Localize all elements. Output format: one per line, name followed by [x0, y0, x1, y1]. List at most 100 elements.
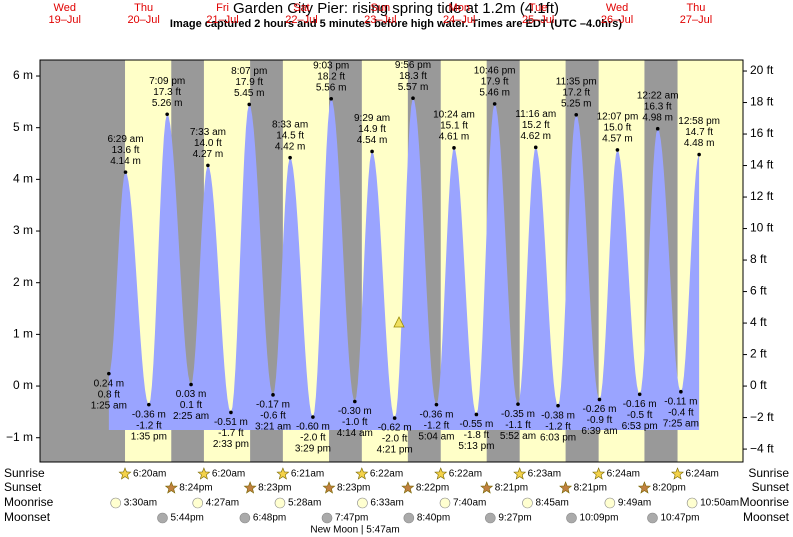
tide-ft: 15.0 ft [604, 123, 632, 134]
tide-ft: 15.2 ft [522, 120, 550, 131]
tide-m: -0.26 m [583, 404, 617, 415]
tide-m: -0.17 m [256, 399, 290, 410]
plot-frame [39, 59, 744, 463]
sunrise-time: 6:21am [291, 469, 324, 480]
sunrise-time: 6:24am [686, 469, 719, 480]
sunrise-time: 6:22am [449, 469, 482, 480]
sunrise-icon [671, 467, 684, 480]
tide-time: 2:33 pm [213, 439, 249, 450]
tide-ft: 17.2 ft [562, 87, 590, 98]
tide-time: 5:52 am [500, 431, 536, 442]
tide-m: 5.57 m [398, 82, 429, 93]
day-name: Mon [449, 2, 470, 14]
y-tick-label: 4 m [13, 172, 33, 186]
moonset-time: 10:47pm [661, 513, 700, 524]
tide-point [288, 155, 292, 160]
tide-m: -0.62 m [378, 423, 412, 434]
moonrise-time: 4:27am [206, 498, 239, 509]
tide-ft: -1.8 ft [464, 430, 490, 441]
tide-point [615, 148, 620, 152]
y2-tick-label: −2 ft [750, 410, 774, 424]
tide-ft: 17.9 ft [235, 77, 263, 88]
tide-time: 1:25 am [91, 400, 127, 411]
tide-m: 4.27 m [193, 149, 224, 160]
y2-tick-label: 12 ft [750, 189, 774, 203]
tide-point [370, 149, 374, 154]
day-name: Wed [54, 2, 76, 14]
tide-point [247, 102, 252, 107]
moonrise-time: 10:50am [700, 498, 739, 509]
tide-point [329, 96, 334, 101]
tide-time: 11:16 am [515, 109, 556, 120]
sunset-icon [480, 481, 494, 494]
row-label: Moonrise [4, 495, 54, 509]
tide-ft: 14.0 ft [194, 138, 222, 149]
sunrise-icon [355, 467, 369, 480]
tide-ft: 17.3 ft [153, 87, 181, 98]
sunrise-time: 6:20am [212, 469, 245, 480]
tide-point [411, 96, 415, 101]
y-tick-label: 2 m [13, 275, 33, 289]
tide-ft: -1.0 ft [342, 417, 368, 428]
tide-point [597, 397, 602, 402]
tide-time: 9:56 pm [395, 60, 431, 71]
tide-m: 5.56 m [316, 82, 347, 93]
day-name: Thu [134, 2, 153, 14]
tide-point [492, 102, 497, 106]
tide-point [165, 112, 169, 117]
tide-time: 8:07 pm [231, 66, 267, 77]
tide-m: 0.03 m [176, 389, 207, 400]
tide-time: 8:33 am [272, 119, 308, 130]
tide-time: 6:29 am [107, 134, 143, 145]
row-label: Sunrise [748, 466, 789, 480]
moonset-icon [321, 512, 333, 524]
tide-point [679, 389, 683, 394]
sunrise-time: 6:22am [370, 469, 403, 480]
moonrise-icon [274, 497, 286, 509]
tide-time: 12:07 pm [597, 112, 639, 123]
y-tick-label: −1 m [6, 430, 33, 444]
sunrise-icon [276, 467, 290, 480]
sunset-icon [637, 481, 651, 494]
tide-point [229, 410, 233, 415]
sunrise-time: 6:24am [607, 469, 640, 480]
tide-ft: 0.1 ft [180, 400, 202, 411]
tide-ft: -0.4 ft [668, 407, 694, 418]
tide-m: -0.35 m [501, 409, 535, 420]
tide-m: -0.30 m [338, 406, 372, 417]
tide-point [655, 126, 660, 131]
moonrise-time: 3:30am [124, 498, 157, 509]
tide-time: 9:29 am [354, 113, 390, 124]
moonset-icon [647, 512, 658, 524]
tide-ft: -1.1 ft [505, 420, 531, 431]
tide-ft: 18.2 ft [317, 71, 345, 82]
tide-time: 6:39 am [581, 426, 617, 437]
row-label: Sunset [4, 480, 42, 494]
sunset-time: 8:23pm [258, 483, 291, 494]
tide-m: 4.57 m [602, 134, 633, 145]
sunset-icon [322, 481, 336, 494]
tide-time: 1:35 pm [131, 431, 167, 442]
tide-point [516, 402, 520, 406]
moonrise-time: 6:33am [370, 498, 403, 509]
day-name: Thu [686, 2, 705, 14]
y2-tick-label: 2 ft [750, 347, 767, 361]
tide-ft: -1.2 ft [545, 421, 571, 432]
y-tick-label: 1 m [13, 327, 33, 341]
moonset-time: 6:48pm [253, 513, 286, 524]
tide-ft: -0.6 ft [260, 410, 286, 421]
sunset-icon [164, 481, 178, 494]
tide-time: 5:04 am [418, 431, 454, 442]
day-name: Wed [606, 2, 628, 14]
sunset-icon [559, 481, 573, 494]
y2-tick-label: 8 ft [750, 252, 767, 266]
moonset-time: 9:27pm [498, 513, 531, 524]
y-tick-label: 5 m [13, 120, 33, 134]
tide-ft: -1.2 ft [136, 420, 162, 431]
tide-m: 0.24 m [94, 378, 125, 389]
moonset-time: 10:09pm [580, 513, 619, 524]
tide-time: 10:46 pm [474, 66, 516, 77]
tide-curve [108, 98, 700, 430]
row-label: Moonrise [740, 495, 790, 509]
